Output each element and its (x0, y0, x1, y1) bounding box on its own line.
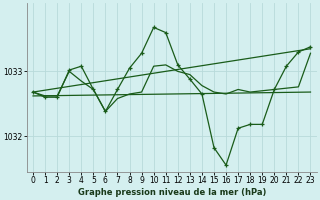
X-axis label: Graphe pression niveau de la mer (hPa): Graphe pression niveau de la mer (hPa) (77, 188, 266, 197)
